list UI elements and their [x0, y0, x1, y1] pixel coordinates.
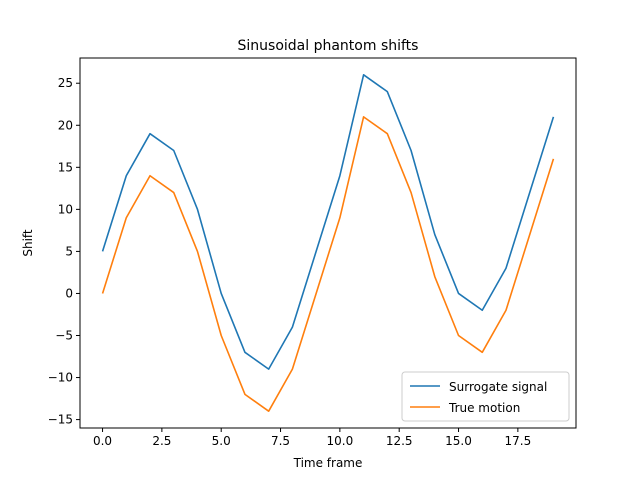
- series-line-1: [101, 116, 555, 412]
- x-tick-label: 7.5: [271, 434, 290, 448]
- y-axis-ticks: −15 −10 −5 0 5 10 15 20 25: [48, 76, 80, 427]
- y-axis-label: Shift: [21, 229, 35, 257]
- legend-box: [401, 371, 570, 422]
- x-tick-label: 0.0: [93, 434, 112, 448]
- y-tick-label: 15: [58, 160, 73, 174]
- x-tick-label: 5.0: [212, 434, 231, 448]
- y-tick-label: 10: [58, 202, 73, 216]
- y-tick-label: 5: [65, 244, 73, 258]
- y-tick-label: 0: [65, 286, 73, 300]
- y-tick-label: −5: [55, 329, 73, 343]
- x-tick-label: 12.5: [386, 434, 413, 448]
- chart-title: Sinusoidal phantom shifts: [238, 38, 419, 54]
- x-axis-label: Time frame: [293, 456, 363, 470]
- x-tick-label: 2.5: [152, 434, 171, 448]
- x-tick-label: 15.0: [445, 434, 472, 448]
- y-tick-label: 20: [58, 118, 73, 132]
- y-tick-label: −15: [48, 413, 73, 427]
- plot-lines: [101, 74, 555, 412]
- legend: Surrogate signal True motion: [401, 371, 570, 422]
- legend-label-surrogate-signal: Surrogate signal: [449, 380, 547, 394]
- x-tick-label: 17.5: [504, 434, 531, 448]
- y-tick-label: 25: [58, 76, 73, 90]
- y-tick-label: −10: [48, 371, 73, 385]
- legend-label-true-motion: True motion: [448, 401, 520, 415]
- plot-frame: [79, 57, 577, 429]
- x-axis-ticks: 0.0 2.5 5.0 7.5 10.0 12.5 15.0 17.5: [93, 428, 531, 448]
- x-tick-label: 10.0: [327, 434, 354, 448]
- series-line-0: [101, 74, 555, 370]
